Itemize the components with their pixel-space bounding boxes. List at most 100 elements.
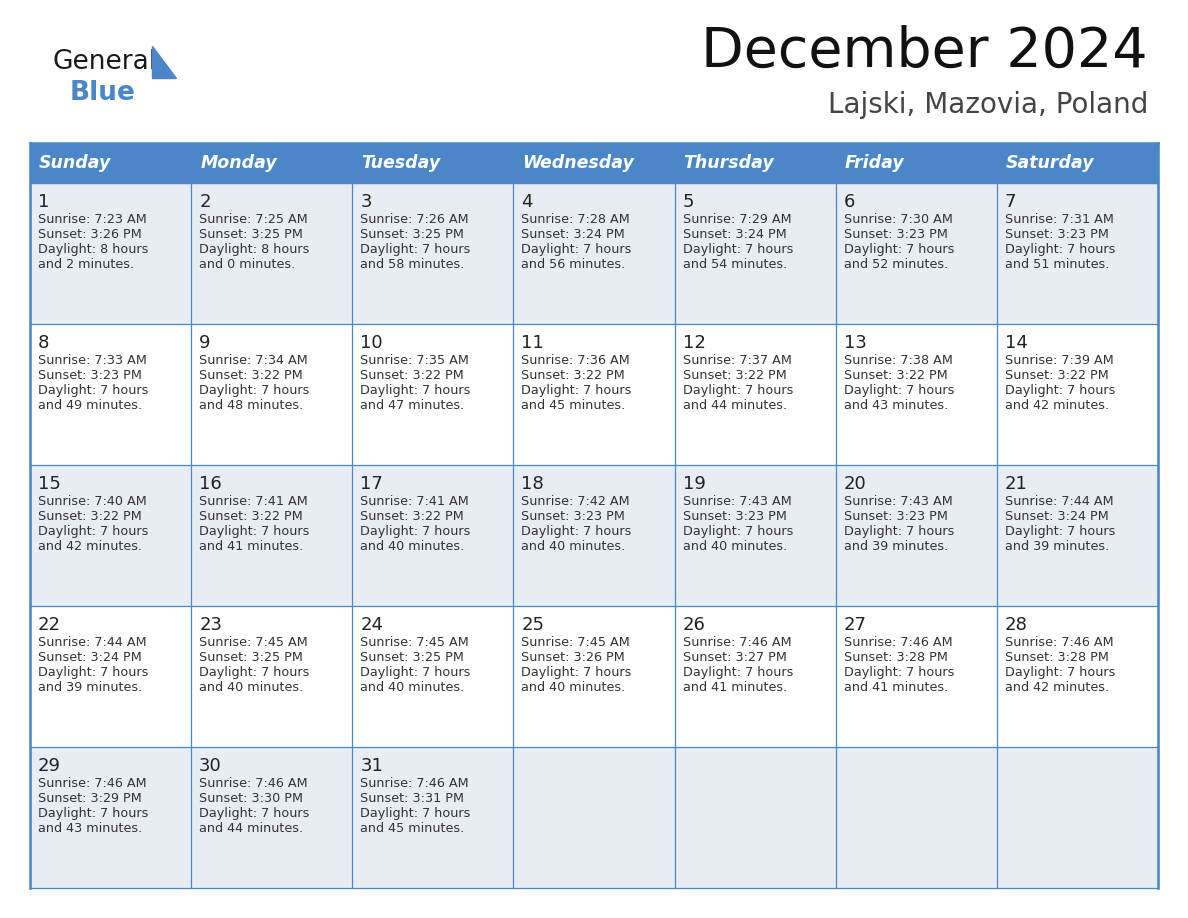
Text: Daylight: 7 hours: Daylight: 7 hours — [522, 384, 632, 397]
Bar — [30, 324, 191, 465]
Text: Sunrise: 7:39 AM: Sunrise: 7:39 AM — [1005, 354, 1113, 367]
Text: Daylight: 7 hours: Daylight: 7 hours — [1005, 384, 1116, 397]
Text: Sunset: 3:23 PM: Sunset: 3:23 PM — [843, 510, 948, 523]
Text: Sunrise: 7:41 AM: Sunrise: 7:41 AM — [200, 495, 308, 508]
Text: Sunrise: 7:44 AM: Sunrise: 7:44 AM — [1005, 495, 1113, 508]
Bar — [353, 747, 513, 888]
Text: 22: 22 — [38, 616, 61, 634]
Text: Daylight: 7 hours: Daylight: 7 hours — [522, 525, 632, 538]
Text: 20: 20 — [843, 475, 866, 493]
Text: Sunrise: 7:46 AM: Sunrise: 7:46 AM — [38, 777, 146, 790]
Bar — [30, 143, 191, 183]
Bar — [30, 465, 191, 606]
Text: Sunset: 3:28 PM: Sunset: 3:28 PM — [843, 651, 948, 664]
Text: Daylight: 8 hours: Daylight: 8 hours — [200, 243, 310, 256]
Text: Sunrise: 7:46 AM: Sunrise: 7:46 AM — [360, 777, 469, 790]
Text: 19: 19 — [683, 475, 706, 493]
Text: Sunrise: 7:25 AM: Sunrise: 7:25 AM — [200, 213, 308, 226]
Text: and 45 minutes.: and 45 minutes. — [360, 822, 465, 835]
Bar — [835, 606, 997, 747]
Text: Sunset: 3:22 PM: Sunset: 3:22 PM — [1005, 369, 1108, 382]
Text: Sunset: 3:24 PM: Sunset: 3:24 PM — [683, 228, 786, 241]
Text: Tuesday: Tuesday — [361, 154, 441, 172]
Bar — [675, 747, 835, 888]
Text: and 41 minutes.: and 41 minutes. — [843, 681, 948, 694]
Text: Daylight: 7 hours: Daylight: 7 hours — [200, 666, 310, 679]
Text: Sunset: 3:22 PM: Sunset: 3:22 PM — [360, 369, 465, 382]
Text: Daylight: 7 hours: Daylight: 7 hours — [843, 525, 954, 538]
Text: Blue: Blue — [70, 80, 135, 106]
Bar — [997, 183, 1158, 324]
Text: and 43 minutes.: and 43 minutes. — [843, 399, 948, 412]
Text: 1: 1 — [38, 193, 50, 211]
Text: 16: 16 — [200, 475, 222, 493]
Bar — [997, 465, 1158, 606]
Text: Sunset: 3:23 PM: Sunset: 3:23 PM — [683, 510, 786, 523]
Text: Sunset: 3:22 PM: Sunset: 3:22 PM — [683, 369, 786, 382]
Text: Sunset: 3:22 PM: Sunset: 3:22 PM — [522, 369, 625, 382]
Text: and 42 minutes.: and 42 minutes. — [38, 540, 143, 553]
Text: Sunrise: 7:43 AM: Sunrise: 7:43 AM — [843, 495, 953, 508]
Bar — [835, 183, 997, 324]
Polygon shape — [152, 46, 176, 78]
Bar — [191, 143, 353, 183]
Text: Sunset: 3:23 PM: Sunset: 3:23 PM — [1005, 228, 1108, 241]
Text: Sunset: 3:25 PM: Sunset: 3:25 PM — [360, 651, 465, 664]
Bar — [675, 465, 835, 606]
Bar — [997, 324, 1158, 465]
Text: and 58 minutes.: and 58 minutes. — [360, 258, 465, 271]
Text: Sunrise: 7:46 AM: Sunrise: 7:46 AM — [1005, 636, 1113, 649]
Text: Sunrise: 7:38 AM: Sunrise: 7:38 AM — [843, 354, 953, 367]
Bar — [353, 606, 513, 747]
Text: 26: 26 — [683, 616, 706, 634]
Bar — [835, 747, 997, 888]
Text: Lajski, Mazovia, Poland: Lajski, Mazovia, Poland — [828, 91, 1148, 119]
Text: Friday: Friday — [845, 154, 904, 172]
Text: and 43 minutes.: and 43 minutes. — [38, 822, 143, 835]
Text: 10: 10 — [360, 334, 383, 352]
Text: Saturday: Saturday — [1006, 154, 1094, 172]
Text: Sunrise: 7:46 AM: Sunrise: 7:46 AM — [200, 777, 308, 790]
Text: Sunrise: 7:44 AM: Sunrise: 7:44 AM — [38, 636, 146, 649]
Text: and 40 minutes.: and 40 minutes. — [360, 540, 465, 553]
Text: 30: 30 — [200, 757, 222, 775]
Text: Daylight: 7 hours: Daylight: 7 hours — [843, 666, 954, 679]
Text: and 42 minutes.: and 42 minutes. — [1005, 399, 1108, 412]
Bar — [675, 143, 835, 183]
Text: and 40 minutes.: and 40 minutes. — [683, 540, 786, 553]
Text: Sunset: 3:31 PM: Sunset: 3:31 PM — [360, 792, 465, 805]
Text: 28: 28 — [1005, 616, 1028, 634]
Bar — [191, 183, 353, 324]
Bar — [30, 747, 191, 888]
Text: Daylight: 7 hours: Daylight: 7 hours — [360, 807, 470, 820]
Text: Sunset: 3:22 PM: Sunset: 3:22 PM — [360, 510, 465, 523]
Text: Sunset: 3:25 PM: Sunset: 3:25 PM — [200, 651, 303, 664]
Text: and 0 minutes.: and 0 minutes. — [200, 258, 296, 271]
Bar — [997, 143, 1158, 183]
Text: Sunset: 3:24 PM: Sunset: 3:24 PM — [38, 651, 141, 664]
Text: 6: 6 — [843, 193, 855, 211]
Text: 11: 11 — [522, 334, 544, 352]
Text: Monday: Monday — [200, 154, 277, 172]
Text: Daylight: 7 hours: Daylight: 7 hours — [843, 243, 954, 256]
Bar — [997, 606, 1158, 747]
Text: Daylight: 7 hours: Daylight: 7 hours — [360, 384, 470, 397]
Bar — [513, 465, 675, 606]
Bar — [513, 143, 675, 183]
Text: 4: 4 — [522, 193, 533, 211]
Text: 8: 8 — [38, 334, 50, 352]
Text: Sunset: 3:22 PM: Sunset: 3:22 PM — [200, 369, 303, 382]
Text: Daylight: 7 hours: Daylight: 7 hours — [200, 525, 310, 538]
Text: 27: 27 — [843, 616, 867, 634]
Text: 25: 25 — [522, 616, 544, 634]
Text: Sunset: 3:27 PM: Sunset: 3:27 PM — [683, 651, 786, 664]
Text: Sunrise: 7:42 AM: Sunrise: 7:42 AM — [522, 495, 630, 508]
Text: Daylight: 7 hours: Daylight: 7 hours — [522, 243, 632, 256]
Bar — [353, 143, 513, 183]
Text: and 52 minutes.: and 52 minutes. — [843, 258, 948, 271]
Text: Sunrise: 7:37 AM: Sunrise: 7:37 AM — [683, 354, 791, 367]
Text: December 2024: December 2024 — [701, 25, 1148, 79]
Text: Daylight: 7 hours: Daylight: 7 hours — [683, 666, 792, 679]
Text: Daylight: 7 hours: Daylight: 7 hours — [683, 525, 792, 538]
Text: Daylight: 7 hours: Daylight: 7 hours — [843, 384, 954, 397]
